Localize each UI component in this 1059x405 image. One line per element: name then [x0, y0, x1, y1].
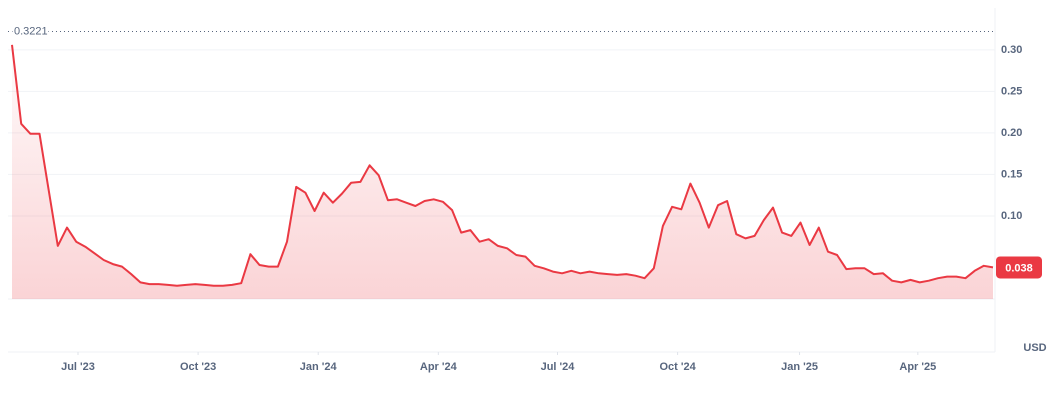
x-tick-label: Oct '24 [659, 361, 696, 373]
price-area [12, 44, 993, 300]
price-line [11, 44, 994, 287]
y-tick-label: 0.10 [1001, 210, 1022, 222]
x-tick-label: Jul '24 [541, 361, 576, 373]
x-tick-label: Jan '24 [300, 361, 338, 373]
high-label: 0.3221 [14, 25, 48, 37]
y-tick-label: 0.25 [1001, 85, 1022, 97]
y-tick-label: 0.30 [1001, 44, 1022, 56]
y-tick-label: 0.20 [1001, 127, 1022, 139]
x-tick-label: Jul '23 [61, 361, 95, 373]
x-tick-label: Apr '24 [420, 361, 458, 373]
x-tick-label: Oct '23 [180, 361, 216, 373]
currency-label: USD [1023, 342, 1046, 354]
x-tick-label: Apr '25 [899, 361, 936, 373]
x-tick-label: Jan '25 [781, 361, 818, 373]
current-price-label: 0.038 [1005, 262, 1033, 274]
y-tick-label: 0.15 [1001, 168, 1022, 180]
current-price-badge [996, 256, 1042, 279]
